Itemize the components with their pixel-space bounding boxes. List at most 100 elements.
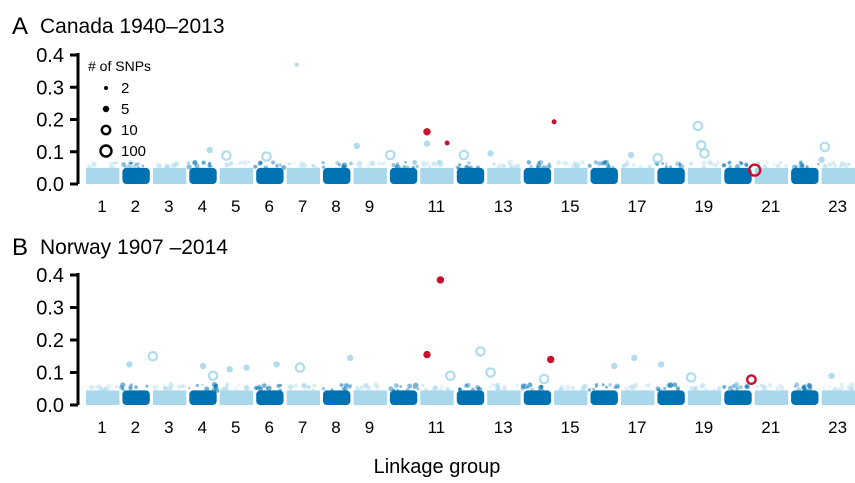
snp-point	[761, 385, 768, 391]
snp-point	[404, 160, 407, 164]
snp-point	[502, 383, 507, 388]
snp-point	[360, 385, 364, 389]
snp-point	[488, 384, 493, 390]
snp-point	[412, 382, 419, 389]
snp-point	[464, 164, 468, 168]
snp-point	[437, 159, 443, 166]
snp-band-lg2	[122, 390, 150, 405]
snp-point	[366, 163, 370, 168]
snp-point	[121, 387, 125, 392]
snp-point	[702, 160, 707, 165]
snp-point	[735, 386, 739, 391]
snp-point	[539, 384, 544, 389]
snp-point	[355, 162, 359, 166]
snp-window-point	[475, 346, 486, 357]
snp-point	[509, 166, 513, 170]
snp-point	[415, 164, 419, 168]
snp-point	[843, 162, 849, 169]
snp-band-lg23	[821, 167, 855, 184]
snp-point	[298, 164, 304, 170]
snp-band-lg5	[219, 390, 254, 405]
snp-point	[849, 382, 855, 388]
snp-point	[631, 162, 636, 167]
snp-point	[136, 166, 140, 169]
snp-point	[405, 388, 410, 392]
snp-point	[266, 385, 272, 391]
snp-point	[311, 163, 315, 168]
snp-window-point	[207, 370, 219, 382]
snp-window-point	[273, 361, 280, 368]
snp-window-point	[538, 373, 550, 385]
snp-point	[377, 161, 382, 166]
x-tick-label: 23	[828, 418, 847, 437]
snp-point	[745, 163, 749, 167]
snp-point	[395, 162, 399, 166]
snp-point	[303, 382, 307, 387]
x-tick-label: 8	[331, 197, 340, 216]
snp-window-point	[627, 151, 635, 159]
snp-point	[571, 386, 576, 390]
snp-point	[693, 385, 697, 390]
legend-label: 100	[121, 143, 146, 160]
snp-point	[760, 383, 763, 387]
y-tick-label: 0.1	[36, 142, 64, 164]
snp-point	[301, 383, 306, 388]
snp-point	[399, 385, 403, 388]
snp-point	[827, 162, 833, 167]
x-tick-label: 13	[494, 418, 513, 437]
snp-point	[458, 163, 462, 167]
snp-point	[176, 384, 182, 390]
snp-window-point	[611, 362, 618, 370]
snp-window-point	[445, 370, 456, 382]
legend-label: 10	[121, 122, 138, 139]
snp-point	[167, 386, 172, 391]
outlier-point	[547, 355, 555, 364]
panel-a-title: Canada 1940–2013	[40, 15, 225, 38]
snp-point	[335, 160, 340, 165]
snp-point	[655, 162, 660, 167]
legend-label: 2	[121, 80, 129, 97]
x-tick-label: 17	[628, 197, 647, 216]
snp-point	[627, 162, 631, 167]
snp-band-lg22	[791, 167, 819, 184]
snp-band-lg14	[523, 167, 552, 184]
snp-point	[201, 383, 204, 387]
x-tick-label: 9	[365, 197, 374, 216]
snp-window-point	[147, 350, 159, 362]
snp-point	[605, 385, 608, 389]
snp-point	[458, 387, 462, 391]
snp-point	[594, 383, 599, 387]
snp-window-point	[199, 362, 207, 370]
snp-point	[832, 163, 838, 168]
snp-point	[734, 164, 740, 170]
snp-band-lg14	[523, 390, 552, 405]
snp-point	[659, 388, 662, 392]
x-tick-label: 7	[298, 418, 307, 437]
snp-band-lg4	[189, 167, 217, 184]
x-tick-label: 9	[365, 418, 374, 437]
legend-symbol	[100, 124, 112, 136]
panel-a-snp-cloud	[86, 159, 855, 184]
snp-point	[168, 382, 174, 388]
snp-point	[623, 164, 627, 168]
snp-window-point	[294, 362, 306, 373]
snp-point	[258, 160, 263, 165]
snp-point	[253, 164, 258, 169]
snp-band-lg11	[420, 390, 454, 405]
snp-point	[607, 163, 610, 166]
y-tick-label: 0.4	[36, 265, 64, 287]
snp-point	[188, 386, 191, 390]
outlier-point	[423, 128, 431, 136]
snp-point	[520, 386, 525, 391]
snp-point	[616, 385, 620, 389]
snp-band-lg9	[353, 167, 387, 184]
snp-band-lg15	[554, 390, 588, 405]
snp-point	[364, 382, 368, 387]
snp-point	[120, 382, 126, 388]
snp-band-lg17	[621, 390, 655, 405]
snp-point	[756, 385, 759, 388]
x-tick-label: 11	[427, 418, 445, 437]
snp-point	[794, 165, 799, 169]
snp-point	[731, 388, 734, 392]
snp-point	[537, 384, 544, 391]
